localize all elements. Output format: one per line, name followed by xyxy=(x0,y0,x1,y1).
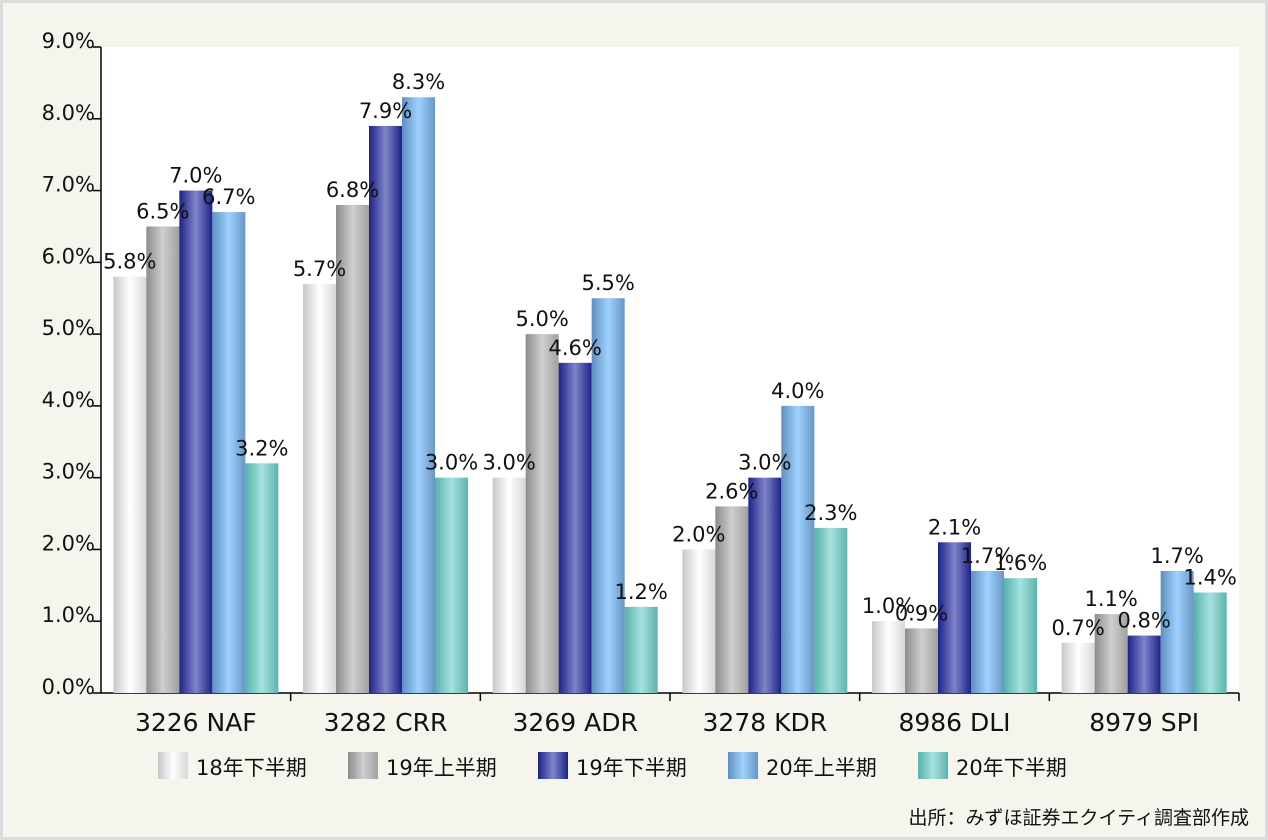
bar xyxy=(435,477,468,693)
bar xyxy=(1127,635,1161,693)
bar xyxy=(1061,642,1095,693)
data-label: 7.9% xyxy=(359,99,412,123)
data-label: 5.7% xyxy=(293,257,346,281)
y-tick-label: 2.0% xyxy=(42,531,95,555)
data-label: 1.2% xyxy=(614,580,667,604)
bar xyxy=(212,212,246,694)
bar xyxy=(748,477,782,693)
data-label: 1.4% xyxy=(1183,566,1236,590)
bar xyxy=(1160,570,1194,693)
data-label: 2.0% xyxy=(672,522,725,546)
data-label: 1.0% xyxy=(862,594,915,618)
legend-label: 18年下半期 xyxy=(196,756,307,780)
bar xyxy=(591,298,625,693)
data-label: 5.5% xyxy=(581,271,634,295)
data-label: 0.8% xyxy=(1117,609,1170,633)
y-tick-label: 4.0% xyxy=(42,388,95,412)
data-label: 2.1% xyxy=(928,515,981,539)
data-label: 1.1% xyxy=(1084,587,1137,611)
bar xyxy=(113,276,147,693)
data-label: 1.6% xyxy=(994,551,1047,575)
legend-swatch xyxy=(158,752,188,779)
legend-label: 20年上半期 xyxy=(766,756,877,780)
bar xyxy=(715,506,749,693)
bar xyxy=(624,606,658,693)
data-label: 6.8% xyxy=(326,178,379,202)
bar xyxy=(938,542,971,693)
data-label: 6.7% xyxy=(202,185,255,209)
legend-swatch xyxy=(918,752,948,779)
data-label: 3.2% xyxy=(235,436,288,460)
bar xyxy=(781,405,815,693)
source-note: 出所：みずほ証券エクイティ調査部作成 xyxy=(908,807,1249,829)
x-tick-label: 3269 ADR xyxy=(513,708,638,737)
data-label: 2.6% xyxy=(705,479,758,503)
legend-swatch xyxy=(728,752,758,779)
x-tick-label: 3226 NAF xyxy=(135,708,257,737)
bar xyxy=(525,334,559,693)
y-tick-label: 6.0% xyxy=(42,244,95,268)
legend-swatch xyxy=(348,752,378,779)
legend-label: 19年下半期 xyxy=(576,756,687,780)
y-tick-label: 5.0% xyxy=(42,316,95,340)
bar xyxy=(558,362,592,693)
data-label: 7.0% xyxy=(169,164,222,188)
legend-label: 19年上半期 xyxy=(386,756,497,780)
y-tick-label: 7.0% xyxy=(42,173,95,197)
bar xyxy=(1004,578,1037,693)
bar xyxy=(682,549,716,693)
bar xyxy=(905,628,938,693)
bar xyxy=(402,97,435,693)
x-tick-label: 3282 CRR xyxy=(324,708,448,737)
bar xyxy=(1094,614,1128,693)
data-label: 3.0% xyxy=(425,451,478,475)
data-label: 4.6% xyxy=(548,336,601,360)
data-label: 3.0% xyxy=(738,451,791,475)
data-label: 0.9% xyxy=(895,601,948,625)
bar xyxy=(245,463,279,693)
bar xyxy=(814,527,848,693)
data-label: 4.0% xyxy=(771,379,824,403)
data-label: 2.3% xyxy=(804,501,857,525)
legend-swatch xyxy=(538,752,568,779)
x-tick-label: 8979 SPI xyxy=(1089,708,1199,737)
data-label: 1.7% xyxy=(1150,544,1203,568)
y-tick-label: 0.0% xyxy=(42,675,95,699)
legend-label: 20年下半期 xyxy=(956,756,1067,780)
bar xyxy=(1193,592,1227,693)
data-label: 0.7% xyxy=(1051,616,1104,640)
data-label: 1.7% xyxy=(961,544,1014,568)
bar xyxy=(303,283,336,693)
plot-area xyxy=(101,47,1239,693)
bar xyxy=(336,204,369,693)
data-label: 8.3% xyxy=(392,70,445,94)
bar xyxy=(492,477,526,693)
data-label: 6.5% xyxy=(136,199,189,223)
bar xyxy=(872,621,905,693)
y-tick-label: 9.0% xyxy=(42,29,95,53)
y-tick-label: 8.0% xyxy=(42,101,95,125)
bar xyxy=(971,570,1004,693)
y-tick-label: 3.0% xyxy=(42,460,95,484)
bar xyxy=(179,190,213,694)
y-tick-label: 1.0% xyxy=(42,603,95,627)
data-label: 5.8% xyxy=(103,250,156,274)
bar xyxy=(146,226,180,693)
x-tick-label: 8986 DLI xyxy=(898,708,1010,737)
x-tick-label: 3278 KDR xyxy=(703,708,828,737)
bar xyxy=(369,125,402,693)
data-label: 5.0% xyxy=(515,307,568,331)
data-label: 3.0% xyxy=(482,451,535,475)
